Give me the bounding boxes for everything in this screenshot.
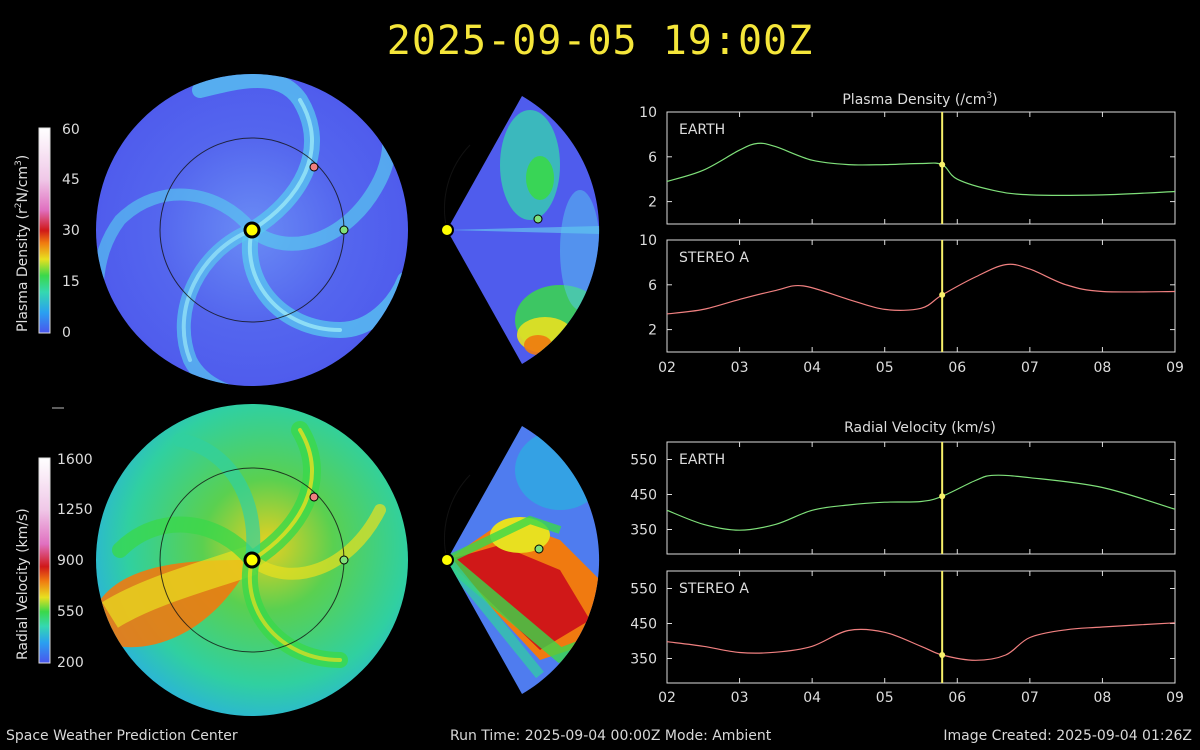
velocity-colorbar-gradient (38, 457, 51, 664)
current-value-point (939, 161, 946, 168)
panel-name-label: STEREO A (679, 250, 749, 266)
y-tick-label: 2 (648, 323, 657, 339)
panel-frame (666, 111, 1176, 225)
density-earth-panel: 10 6 2 EARTH (639, 105, 1176, 225)
datetime-title: 2025-09-05 19:00Z (386, 18, 814, 64)
series-line-earth (666, 474, 1176, 531)
density-stereo-a-panel: 10 6 2 STEREO A (639, 233, 1176, 353)
y-tick-label: 450 (630, 617, 657, 633)
current-value-point (939, 493, 946, 500)
sun-marker (440, 553, 454, 567)
y-tick-label: 550 (630, 453, 657, 469)
series-line-stereo-a (666, 263, 1176, 315)
earth-marker (533, 214, 543, 224)
earth-marker (339, 555, 349, 565)
density-colorbar: 60 45 30 15 0 Plasma Density (r2N/cm3) (14, 122, 80, 341)
stereo-a-marker (309, 492, 319, 502)
density-colorbar-gradient (38, 127, 51, 334)
x-tick-label: 06 (948, 690, 966, 706)
velocity-tick-label: 900 (57, 553, 84, 569)
footer-image-created: Image Created: 2025-09-04 01:26Z (943, 728, 1192, 744)
velocity-meridional-map (440, 426, 600, 694)
x-tick-label: 04 (803, 690, 821, 706)
density-x-axis: 02 03 04 05 06 07 08 09 (658, 360, 1184, 376)
velocity-tick-label: 550 (57, 604, 84, 620)
panel-name-label: EARTH (679, 452, 725, 468)
sun-marker (243, 221, 261, 239)
footer-run-info: Run Time: 2025-09-04 00:00Z Mode: Ambien… (450, 728, 772, 744)
panel-frame (666, 570, 1176, 684)
density-tick-label: 60 (62, 122, 80, 138)
earth-marker (534, 544, 544, 554)
y-tick-label: 2 (648, 195, 657, 211)
x-tick-label: 07 (1021, 360, 1039, 376)
velocity-colorbar: 1600 1250 900 550 200 Radial Velocity (k… (15, 452, 93, 671)
velocity-spiral-arms (96, 421, 386, 668)
x-tick-label: 04 (803, 360, 821, 376)
density-chart-title: Plasma Density (/cm3) (842, 91, 997, 108)
density-tick-label: 0 (62, 325, 71, 341)
x-tick-label: 08 (1094, 690, 1112, 706)
panel-frame (666, 441, 1176, 555)
stereo-a-marker (309, 162, 319, 172)
density-tick-label: 30 (62, 223, 80, 239)
x-tick-label: 02 (658, 690, 676, 706)
x-tick-label: 09 (1166, 360, 1184, 376)
x-tick-label: 05 (876, 360, 894, 376)
velocity-x-axis: 02 03 04 05 06 07 08 09 (658, 690, 1184, 706)
x-tick-label: 03 (731, 360, 749, 376)
series-line-stereo-a (666, 622, 1176, 661)
earth-marker (339, 225, 349, 235)
sun-marker (243, 551, 261, 569)
velocity-tick-label: 200 (57, 655, 84, 671)
velocity-chart-title: Radial Velocity (km/s) (844, 420, 996, 436)
density-colorbar-label: Plasma Density (r2N/cm3) (14, 155, 31, 332)
current-value-point (939, 291, 946, 298)
x-tick-label: 07 (1021, 690, 1039, 706)
y-tick-label: 6 (648, 150, 657, 166)
x-tick-label: 06 (948, 360, 966, 376)
y-tick-label: 10 (639, 233, 657, 249)
current-value-point (939, 652, 946, 658)
x-tick-label: 08 (1094, 360, 1112, 376)
velocity-stereo-a-panel: 550 450 350 STEREO A (630, 570, 1176, 684)
y-tick-label: 550 (630, 582, 657, 598)
panel-frame (666, 239, 1176, 353)
x-tick-label: 03 (731, 690, 749, 706)
density-ecliptic-map (96, 74, 408, 386)
density-tick-label: 15 (62, 274, 80, 290)
velocity-ecliptic-map (96, 404, 408, 716)
series-line-earth (666, 142, 1176, 196)
sun-marker (440, 223, 454, 237)
x-tick-label: 09 (1166, 690, 1184, 706)
y-tick-label: 6 (648, 278, 657, 294)
velocity-tick-label: 1600 (57, 452, 93, 468)
velocity-earth-panel: 550 450 350 EARTH (630, 441, 1176, 555)
density-meridional-map (440, 96, 600, 364)
y-tick-label: 10 (639, 105, 657, 121)
y-tick-label: 350 (630, 652, 657, 668)
footer-organization: Space Weather Prediction Center (6, 728, 238, 744)
y-tick-label: 350 (630, 523, 657, 539)
velocity-colorbar-label: Radial Velocity (km/s) (15, 508, 31, 660)
density-tick-label: 45 (62, 172, 80, 188)
x-tick-label: 02 (658, 360, 676, 376)
panel-name-label: STEREO A (679, 581, 749, 597)
y-tick-label: 450 (630, 488, 657, 504)
panel-name-label: EARTH (679, 122, 725, 138)
x-tick-label: 05 (876, 690, 894, 706)
velocity-tick-label: 1250 (57, 502, 93, 518)
